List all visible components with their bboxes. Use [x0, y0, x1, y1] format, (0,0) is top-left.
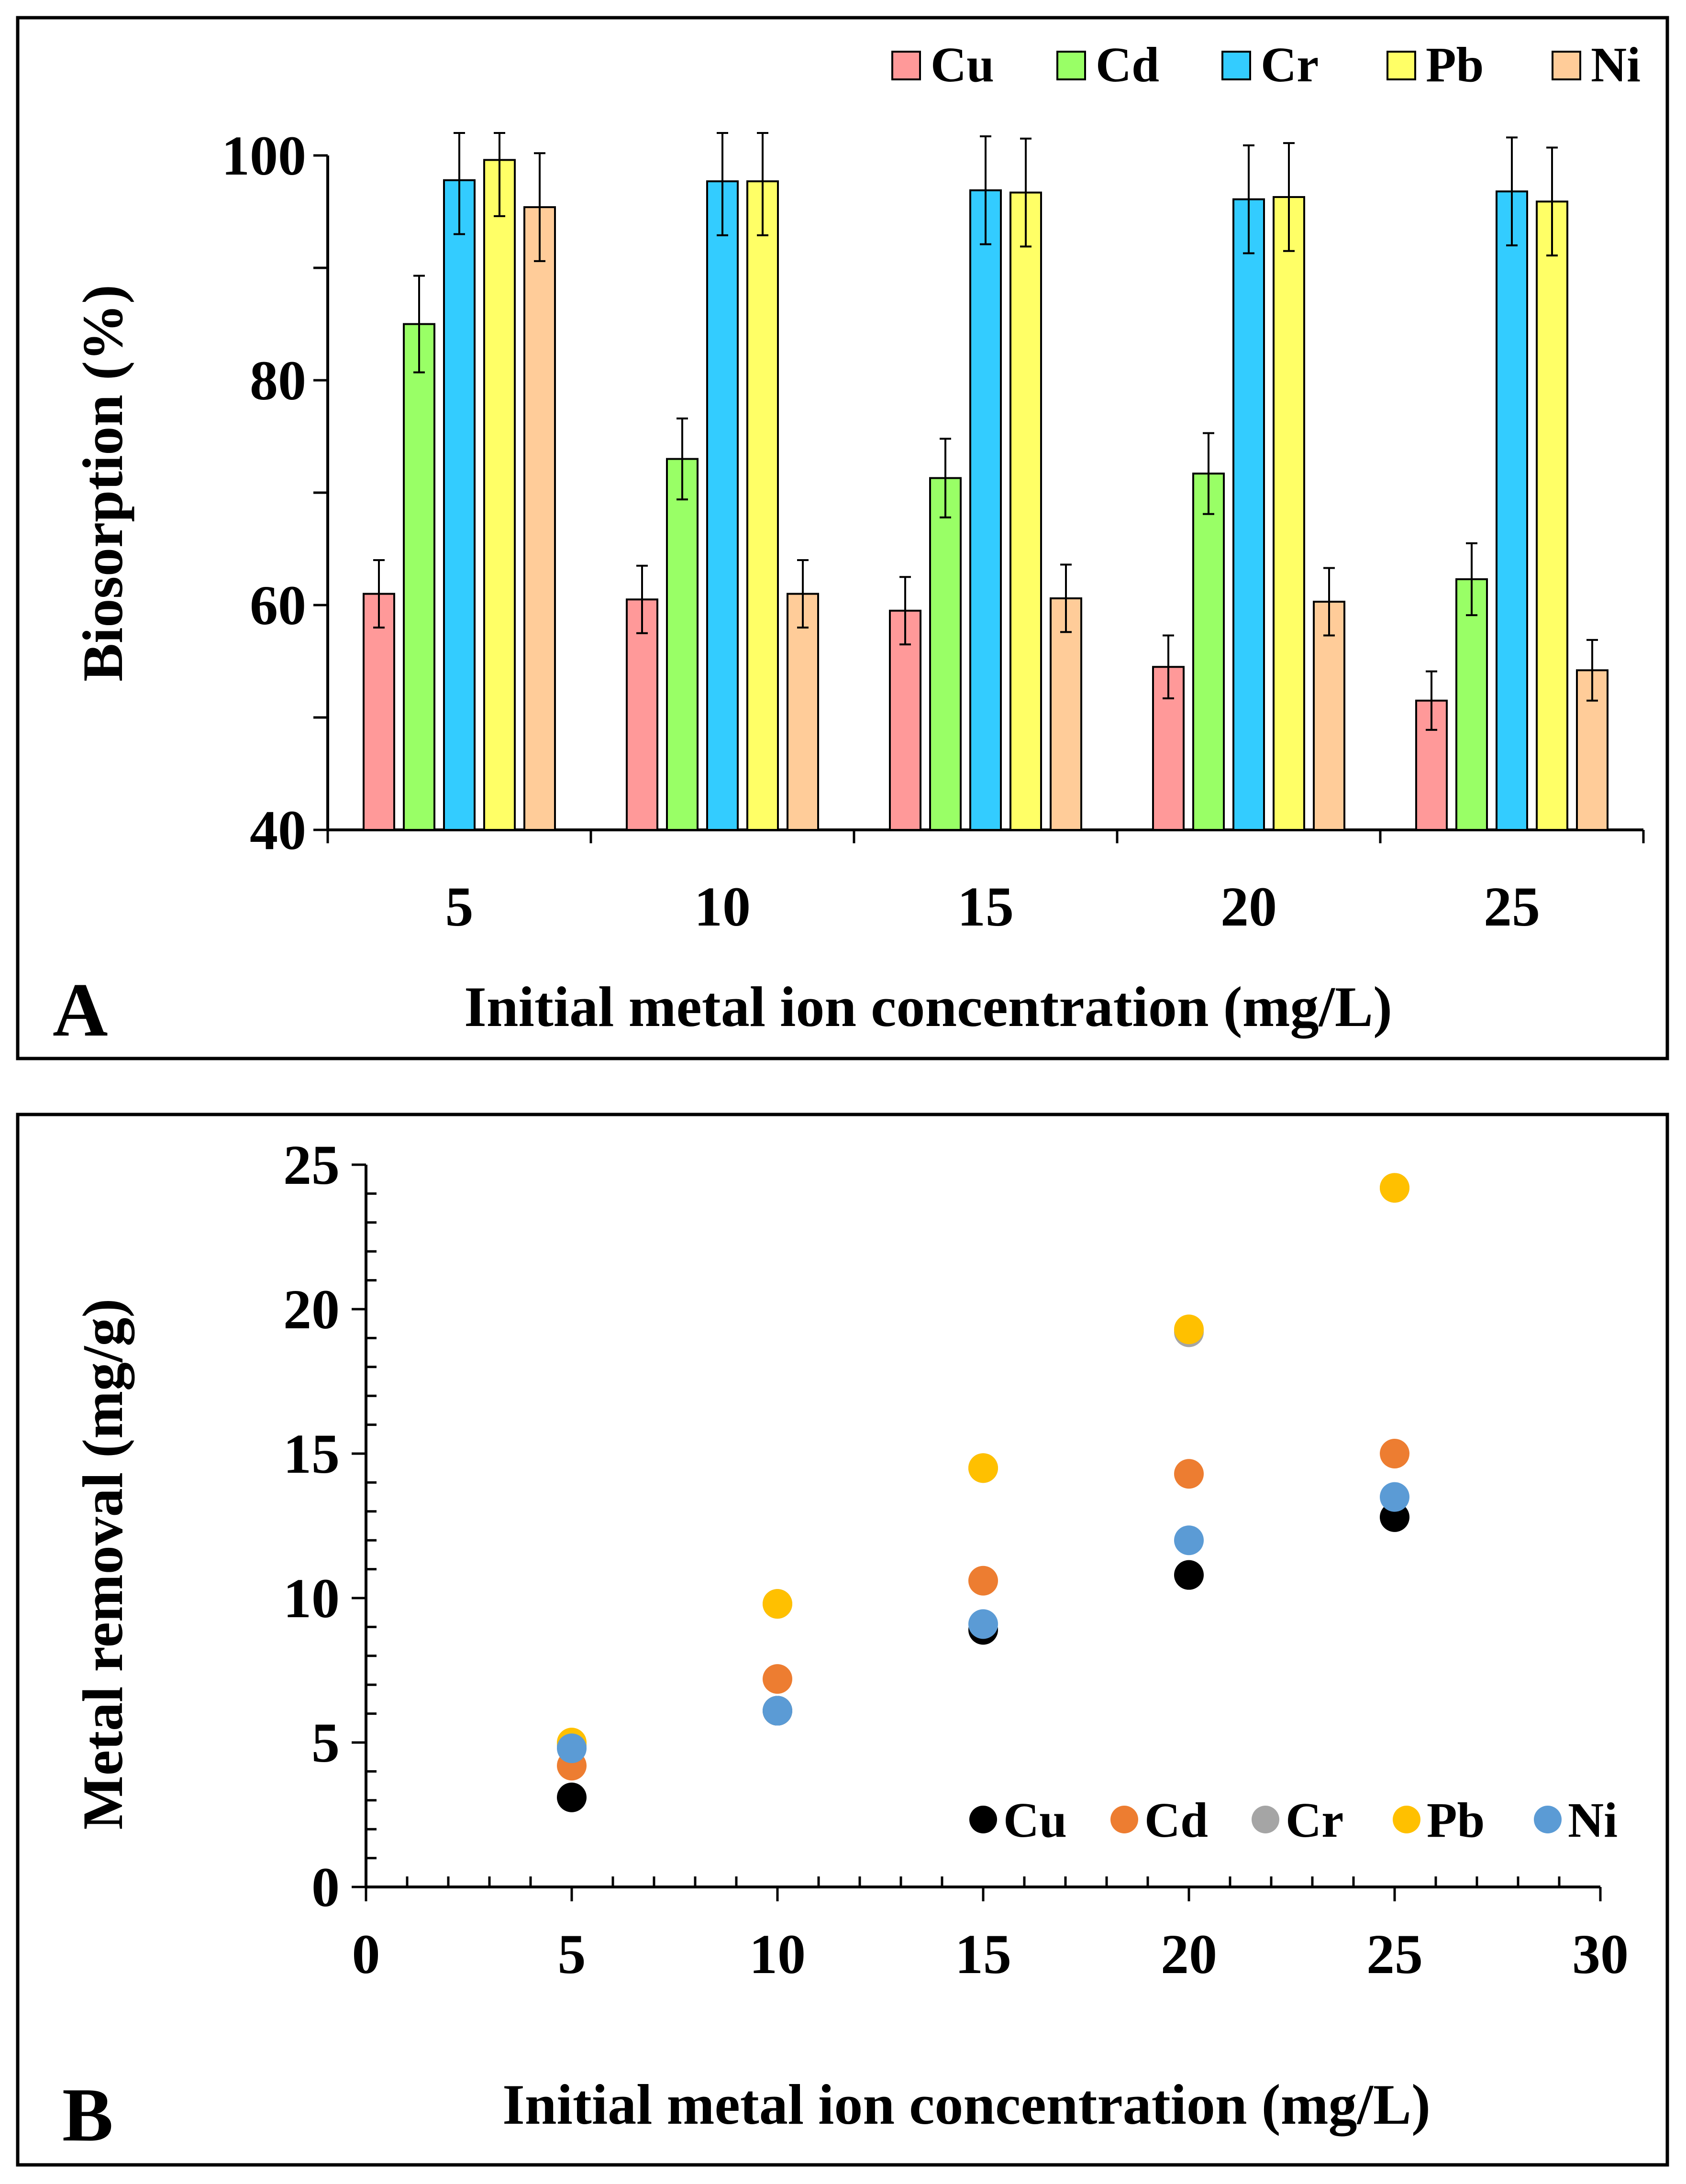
panel-b-frame — [16, 1113, 1669, 2167]
a-bar-cd — [403, 323, 435, 831]
b-x-tick-label: 25 — [1366, 1923, 1423, 1985]
panel-a-label: A — [53, 967, 108, 1052]
b-y-tick-label: 15 — [283, 1423, 340, 1485]
a-bar-cr — [1496, 190, 1528, 831]
a-y-tick-label: 100 — [222, 124, 306, 187]
b-point-cd — [968, 1566, 998, 1596]
panel-a-frame — [16, 16, 1669, 1060]
b-point-cu — [1174, 1560, 1204, 1590]
a-bar-cd — [1455, 578, 1488, 831]
a-legend-label-ni: Ni — [1591, 37, 1641, 92]
b-legend-marker-cu — [969, 1806, 997, 1833]
b-legend-label-cu: Cu — [1003, 1793, 1067, 1848]
panel-b-points — [557, 1173, 1409, 1812]
panel-a-legend: Cu Cd Cr Pb Ni — [891, 37, 1641, 92]
b-y-tick-label: 25 — [283, 1134, 340, 1196]
a-legend-label-cr: Cr — [1261, 37, 1319, 92]
b-point-ni — [557, 1733, 587, 1764]
b-legend-marker-cr — [1252, 1806, 1279, 1833]
a-bar-ni — [523, 206, 556, 831]
a-bar-pb — [1009, 191, 1042, 831]
panel-b-x-axis-title: Initial metal ion concentration (mg/L) — [502, 2073, 1431, 2137]
a-legend-swatch-ni — [1552, 51, 1581, 80]
panel-b-axes: 0 5 10 15 20 25 0 5 10 15 20 25 30 — [283, 1134, 1629, 1985]
b-point-pb — [763, 1589, 792, 1619]
a-x-tick-label: 20 — [1220, 875, 1277, 938]
panel-a-x-axis-title: Initial metal ion concentration (mg/L) — [464, 975, 1392, 1039]
a-x-tick-label: 5 — [445, 875, 474, 938]
a-legend-label-cu: Cu — [931, 37, 994, 92]
a-bar-cr — [969, 189, 1002, 831]
panel-b-legend: Cu Cd Cr Pb Ni — [969, 1793, 1618, 1848]
a-x-tick-label: 25 — [1484, 875, 1540, 938]
a-bar-ni — [1313, 600, 1345, 831]
a-legend-swatch-cu — [891, 51, 921, 80]
b-y-tick-label: 5 — [311, 1711, 340, 1774]
b-y-tick-label: 10 — [283, 1567, 340, 1630]
a-bar-cr — [443, 179, 476, 831]
a-bar-pb — [483, 159, 516, 831]
b-x-tick-label: 10 — [749, 1923, 806, 1985]
a-bar-pb — [1273, 196, 1305, 831]
b-legend-label-cd: Cd — [1144, 1793, 1208, 1848]
panel-b-label: B — [62, 2072, 113, 2157]
a-bar-cd — [1192, 473, 1225, 831]
panel-b-scatter-chart: B Initial metal ion concentration (mg/L)… — [16, 1113, 1669, 2167]
b-point-ni — [1174, 1525, 1204, 1555]
panel-a-bar-chart: A Initial metal ion concentration (mg/L)… — [16, 16, 1669, 1060]
a-y-tick-label: 80 — [250, 349, 306, 412]
b-legend-label-cr: Cr — [1286, 1793, 1343, 1848]
b-legend-marker-ni — [1534, 1806, 1562, 1833]
a-legend-label-pb: Pb — [1426, 37, 1484, 92]
b-point-ni — [1380, 1482, 1409, 1512]
a-y-tick-label: 60 — [250, 574, 306, 637]
a-legend-swatch-cd — [1056, 51, 1086, 80]
a-y-tick-label: 40 — [250, 799, 306, 861]
b-point-ni — [968, 1609, 998, 1639]
a-bar-cr — [706, 180, 739, 831]
b-legend-label-ni: Ni — [1568, 1793, 1618, 1848]
b-point-pb — [1174, 1314, 1204, 1345]
a-x-tick-label: 10 — [694, 875, 751, 938]
b-x-tick-label: 30 — [1572, 1923, 1629, 1985]
b-point-ni — [763, 1696, 792, 1726]
b-legend-marker-cd — [1110, 1806, 1138, 1833]
a-bar-pb — [1536, 200, 1568, 831]
b-point-pb — [968, 1453, 998, 1483]
b-x-tick-label: 20 — [1161, 1923, 1217, 1985]
b-point-cu — [557, 1782, 587, 1812]
b-legend-label-pb: Pb — [1427, 1793, 1485, 1848]
panel-b-y-axis-title: Metal removal (mg/g) — [71, 1299, 135, 1830]
b-point-pb — [1380, 1173, 1409, 1203]
a-legend-swatch-pb — [1387, 51, 1416, 80]
b-y-tick-label: 20 — [283, 1278, 340, 1341]
a-bar-cu — [363, 593, 395, 831]
b-point-cd — [1174, 1459, 1204, 1489]
b-x-tick-label: 15 — [955, 1923, 1011, 1985]
b-x-tick-label: 0 — [352, 1923, 380, 1985]
a-legend-swatch-cr — [1221, 51, 1251, 80]
a-bar-ni — [787, 593, 819, 831]
b-point-cd — [763, 1664, 792, 1694]
a-bar-cr — [1232, 198, 1265, 831]
a-x-tick-label: 15 — [957, 875, 1014, 938]
a-bar-cu — [626, 598, 658, 831]
a-bar-ni — [1050, 597, 1082, 831]
a-bar-cd — [666, 458, 699, 831]
a-legend-label-cd: Cd — [1096, 37, 1159, 92]
a-bar-pb — [746, 180, 779, 831]
panel-a-bars — [363, 132, 1608, 831]
b-y-tick-label: 0 — [311, 1856, 340, 1919]
panel-a-axes: 40 60 80 100 5 10 15 20 25 — [222, 124, 1645, 938]
panel-a-y-axis-title: Biosorption (%) — [71, 285, 134, 682]
b-x-tick-label: 5 — [558, 1923, 586, 1985]
b-point-cd — [1380, 1439, 1409, 1468]
a-bar-cd — [929, 477, 962, 831]
b-legend-marker-pb — [1393, 1806, 1420, 1833]
